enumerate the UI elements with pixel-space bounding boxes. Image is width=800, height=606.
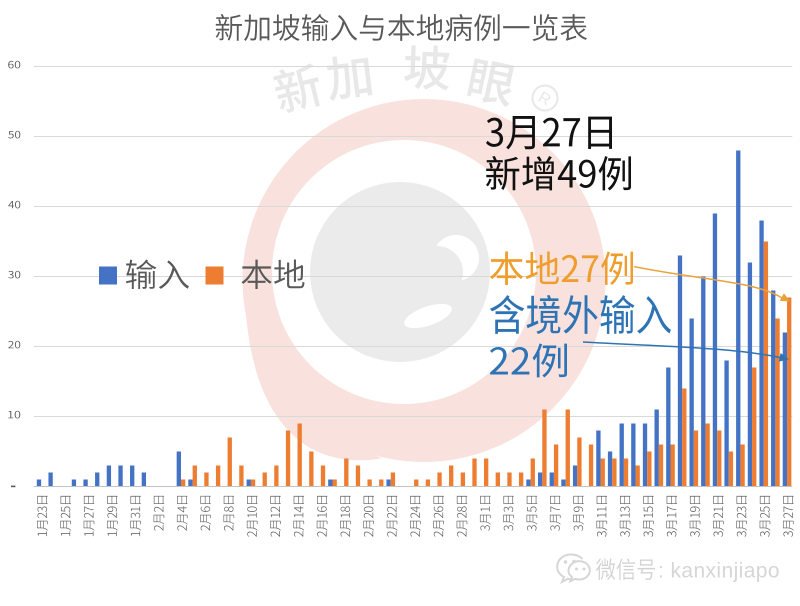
svg-text:: kanxinjiapo: : kanxinjiapo xyxy=(658,560,780,583)
